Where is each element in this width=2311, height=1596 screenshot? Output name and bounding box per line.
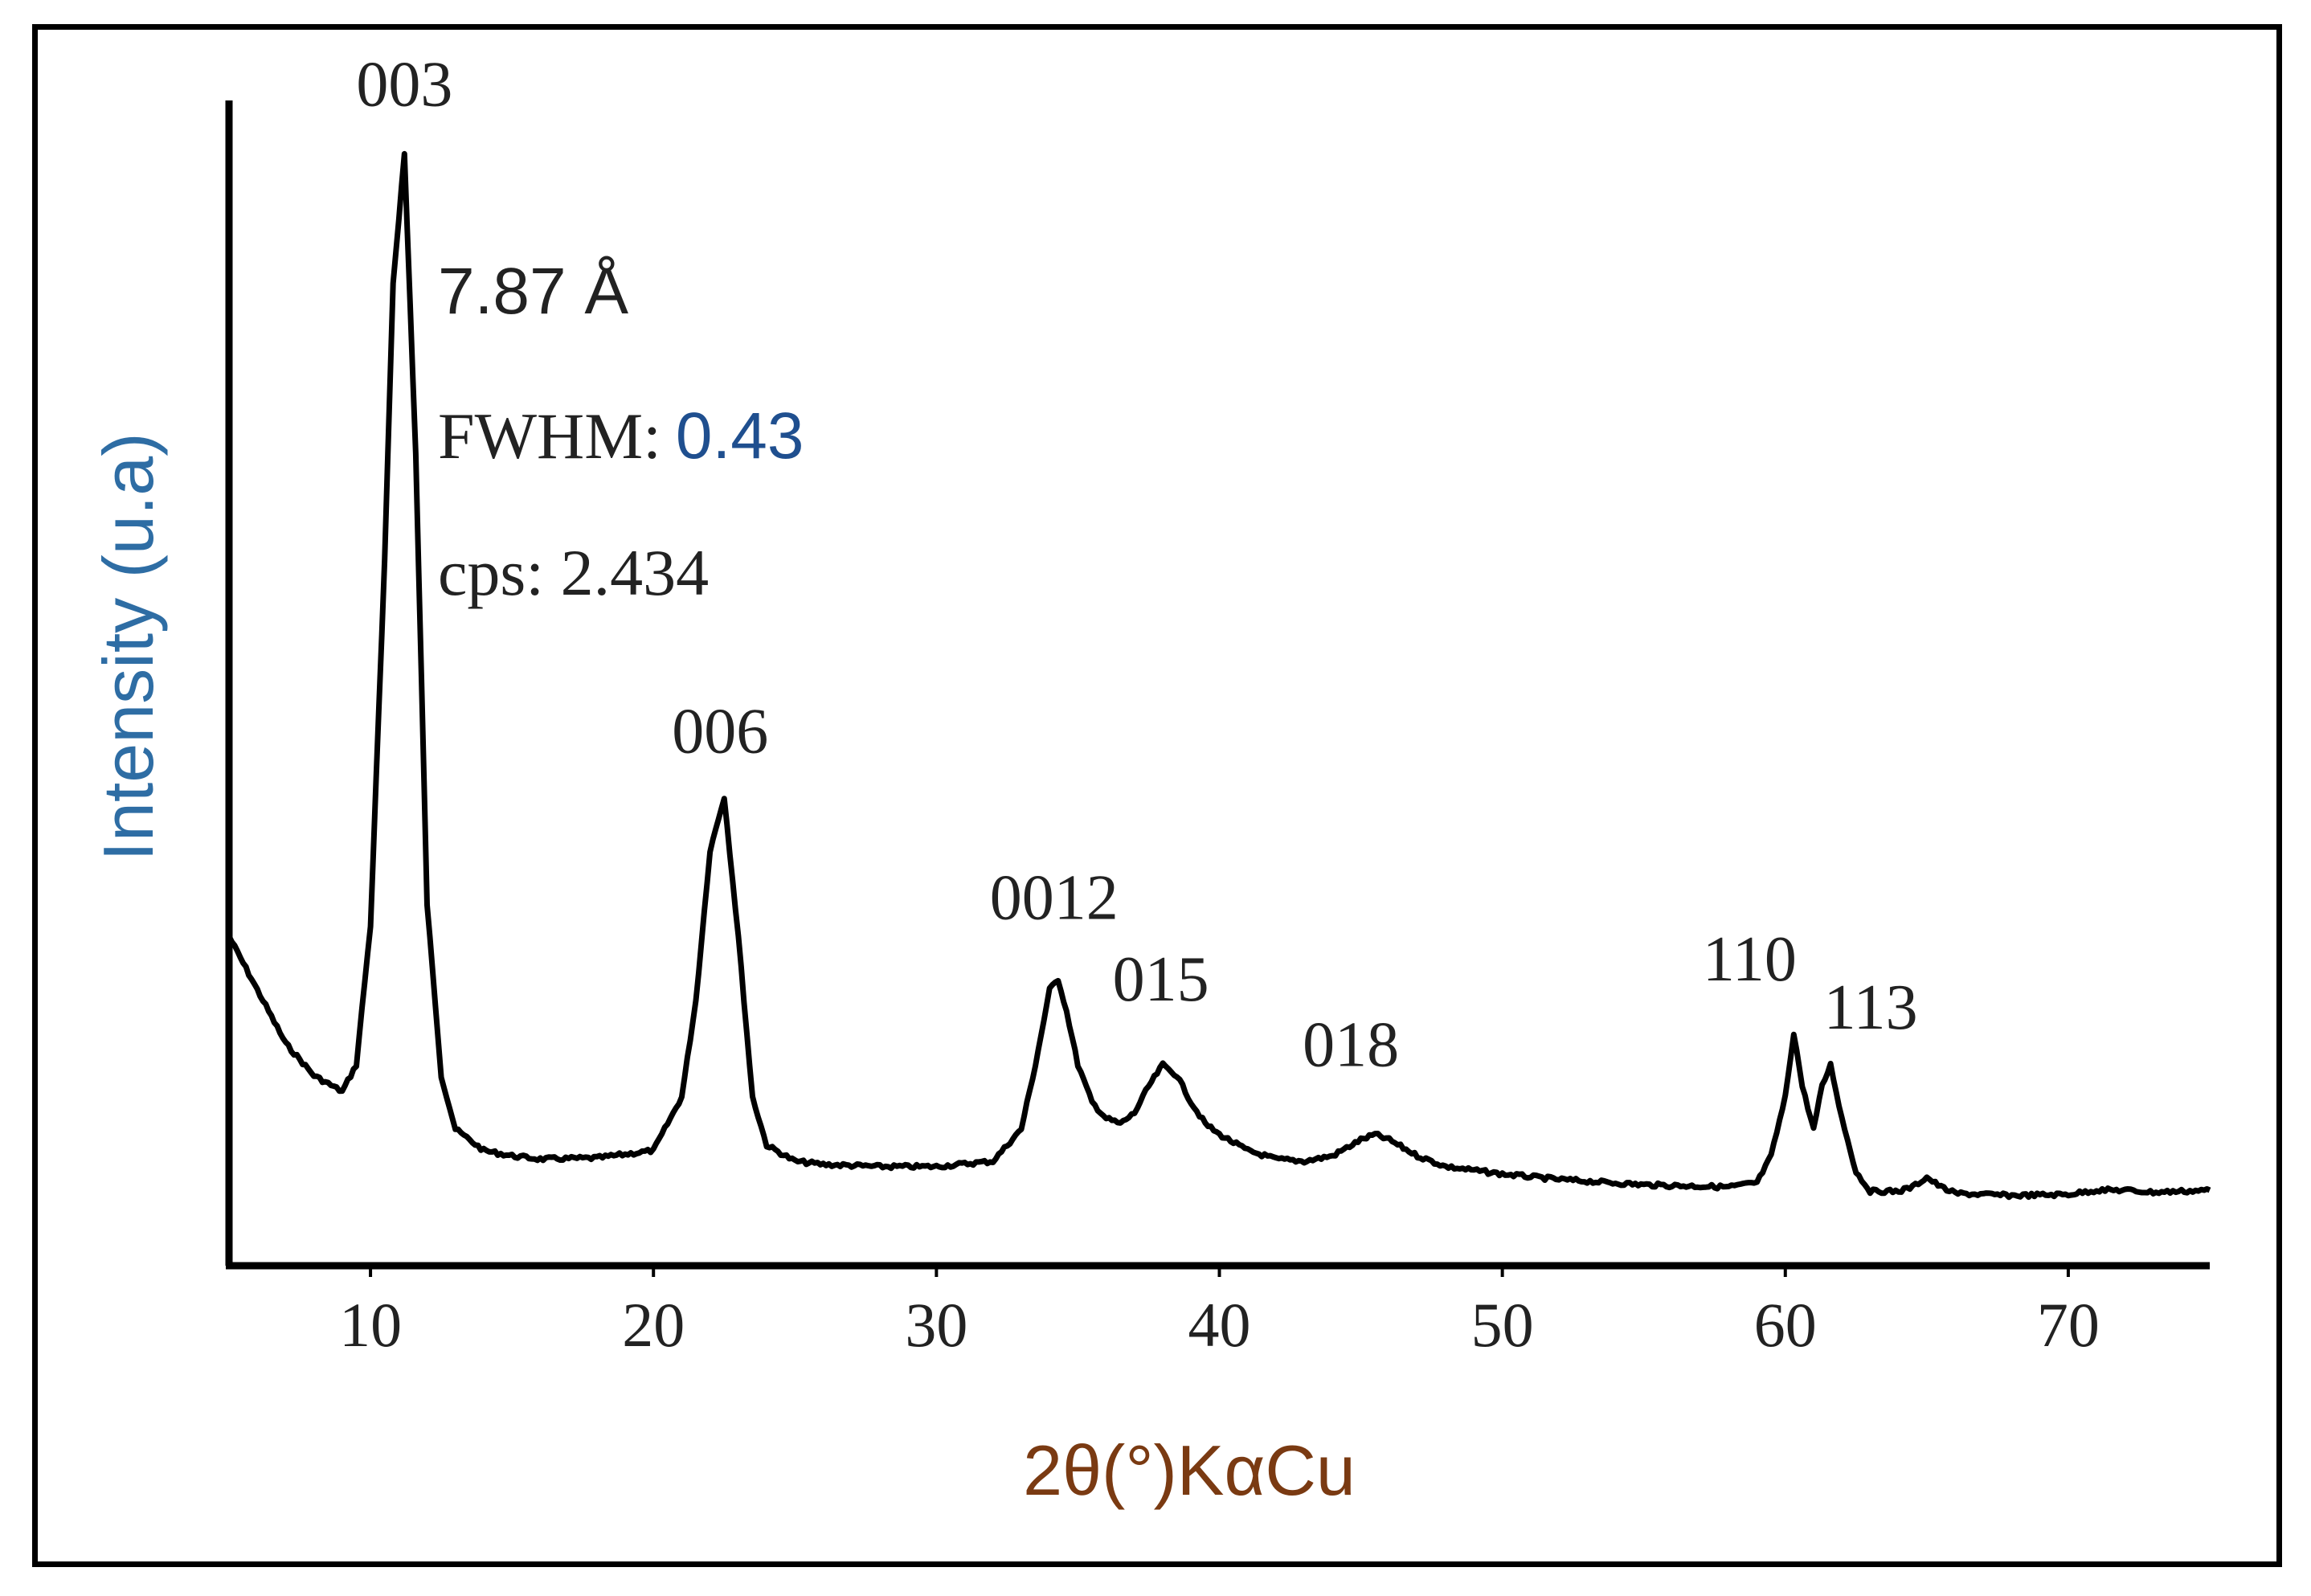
peak-label-110: 110: [1703, 924, 1797, 995]
x-tick-label: 40: [1188, 1290, 1251, 1360]
annotation-fwhm: FWHM: 0.43: [438, 399, 804, 473]
x-tick-label: 60: [1754, 1290, 1817, 1360]
peak-label-006: 006: [672, 697, 768, 767]
x-tick-label: 70: [2037, 1290, 2100, 1360]
x-ticks: 10 20 30 40 50 60 70: [339, 1266, 2100, 1360]
peak-label-0012: 0012: [990, 862, 1119, 933]
x-tick-label: 50: [1471, 1290, 1534, 1360]
x-axis-title: 2θ(°)KαCu: [1023, 1430, 1356, 1510]
peak-label-003: 003: [356, 50, 452, 121]
annotation-fwhm-label: FWHM:: [438, 399, 661, 473]
y-axis-title: Intensity (u.a): [88, 432, 168, 861]
peak-labels: 003 006 0012 015 018 110 113: [356, 50, 1917, 1081]
peak-label-018: 018: [1303, 1010, 1399, 1081]
x-tick-label: 20: [622, 1290, 685, 1360]
x-tick-label: 30: [905, 1290, 967, 1360]
peak-label-015: 015: [1113, 944, 1209, 1015]
annotation-cps: cps: 2.434: [438, 536, 709, 609]
x-tick-label: 10: [339, 1290, 402, 1360]
peak-label-113: 113: [1824, 972, 1918, 1043]
diffraction-pattern-line: [226, 150, 2211, 1201]
annotation-d-spacing: 7.87 Å: [438, 255, 628, 328]
annotation-fwhm-value: 0.43: [676, 399, 804, 473]
